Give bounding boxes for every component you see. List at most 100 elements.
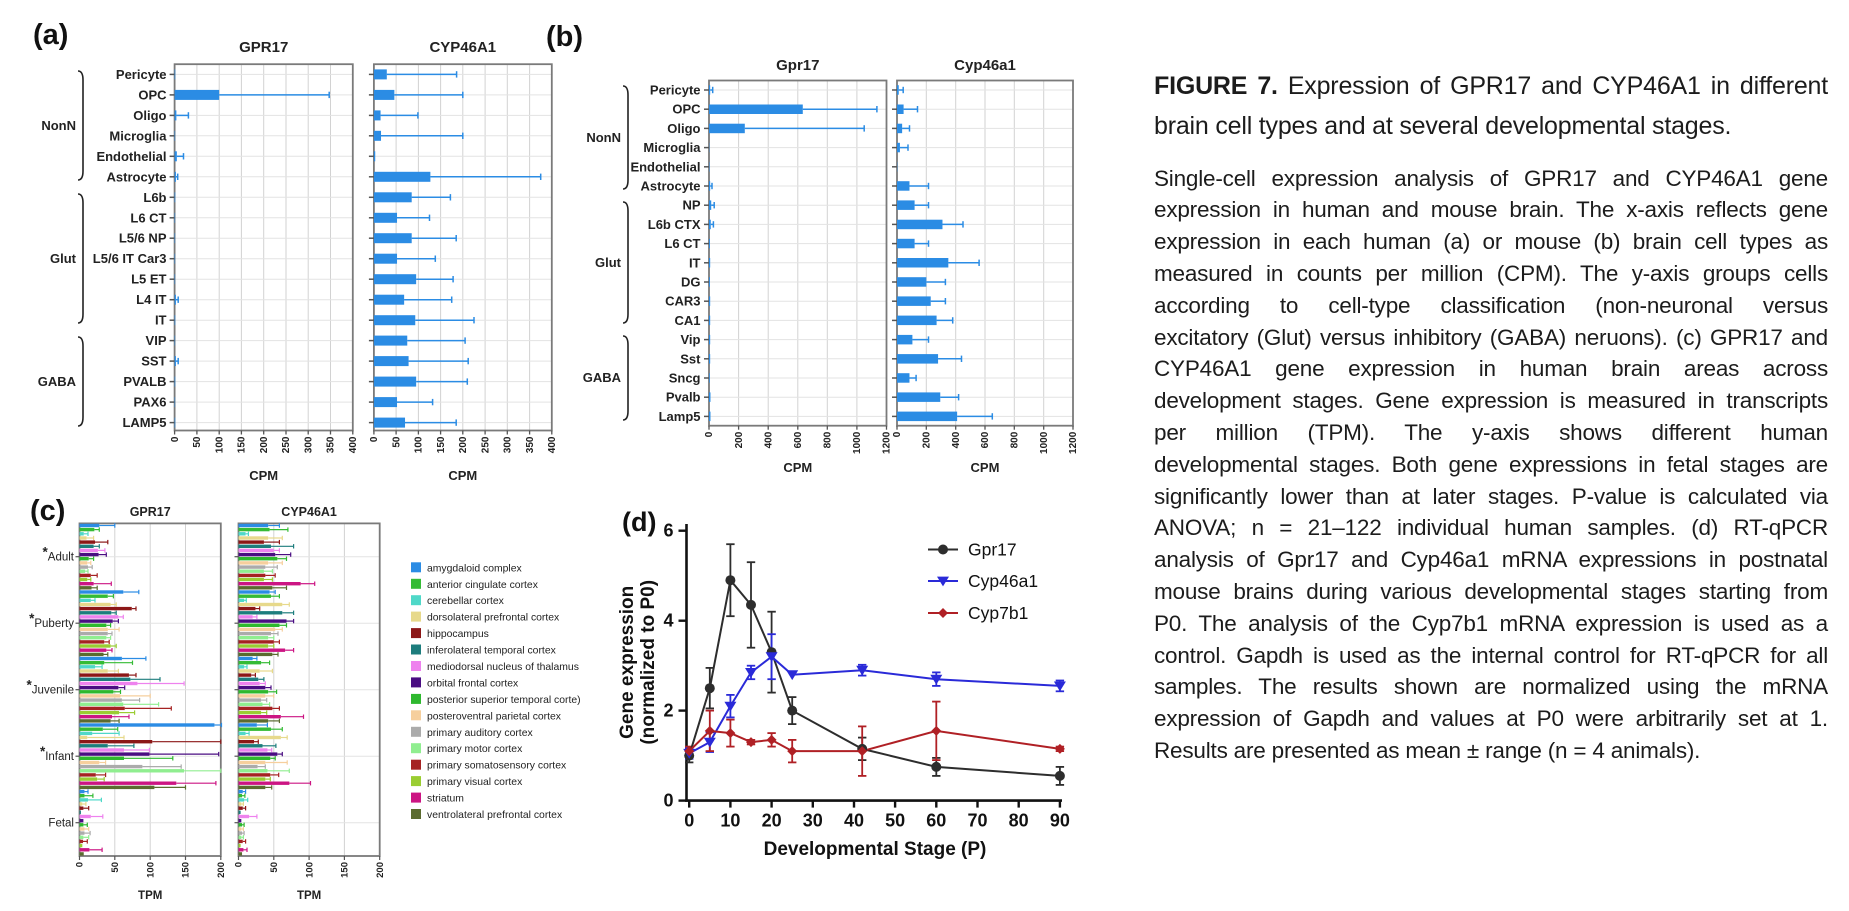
svg-text:100: 100 [414,436,425,453]
svg-text:80: 80 [1009,811,1029,831]
svg-text:CAR3: CAR3 [665,294,700,309]
svg-text:350: 350 [326,436,337,453]
svg-text:amygdaloid complex: amygdaloid complex [427,563,523,574]
svg-text:Gene expression: Gene expression [617,586,638,739]
svg-text:Developmental Stage (P): Developmental Stage (P) [764,839,987,860]
svg-text:L6 CT: L6 CT [130,210,166,225]
svg-text:0: 0 [704,431,715,437]
svg-text:Microglia: Microglia [643,140,701,155]
svg-text:L6b: L6b [143,190,166,205]
svg-text:DG: DG [681,275,701,290]
svg-text:Endothelial: Endothelial [630,159,700,174]
svg-text:L5 ET: L5 ET [131,272,166,287]
svg-text:posteroventral parietal cortex: posteroventral parietal cortex [427,711,562,722]
svg-text:300: 300 [503,436,514,453]
svg-text:0: 0 [369,436,380,442]
svg-text:Microglia: Microglia [109,128,167,143]
svg-text:CYP46A1: CYP46A1 [281,505,337,519]
svg-text:Sst: Sst [680,351,701,366]
svg-text:6: 6 [663,521,673,541]
svg-text:250: 250 [281,436,292,453]
svg-text:inferolateral temporal cortex: inferolateral temporal cortex [427,646,557,657]
svg-text:(normalized to P0): (normalized to P0) [638,580,659,745]
svg-text:0: 0 [684,811,694,831]
svg-text:cerebellar cortex: cerebellar cortex [427,596,505,607]
svg-text:90: 90 [1050,811,1070,831]
svg-text:100: 100 [304,862,315,878]
svg-text:1200: 1200 [1068,431,1079,454]
svg-text:50: 50 [885,811,905,831]
svg-text:GABA: GABA [583,370,622,385]
svg-text:600: 600 [980,431,991,448]
svg-text:1200: 1200 [882,431,893,454]
svg-text:Lamp5: Lamp5 [659,409,701,424]
svg-text:200: 200 [922,431,933,448]
svg-text:200: 200 [734,431,745,448]
svg-text:400: 400 [763,431,774,448]
svg-text:200: 200 [216,862,227,878]
svg-text:orbital frontal cortex: orbital frontal cortex [427,678,519,689]
svg-text:SST: SST [141,354,166,369]
svg-text:L5/6 IT Car3: L5/6 IT Car3 [93,251,167,266]
svg-text:NonN: NonN [41,118,76,133]
svg-text:Astrocyte: Astrocyte [641,179,701,194]
svg-text:striatum: striatum [427,794,464,805]
svg-text:TPM: TPM [138,890,162,902]
svg-text:350: 350 [525,436,536,453]
svg-text:L5/6 NP: L5/6 NP [119,231,167,246]
svg-text:Glut: Glut [595,255,622,270]
svg-text:800: 800 [823,431,834,448]
svg-text:60: 60 [926,811,946,831]
svg-text:Oligo: Oligo [667,121,700,136]
svg-text:Pericyte: Pericyte [116,67,167,82]
svg-text:250: 250 [480,436,491,453]
svg-text:primary visual cortex: primary visual cortex [427,777,523,788]
svg-text:VIP: VIP [146,333,167,348]
svg-text:150: 150 [237,436,248,453]
svg-text:50: 50 [269,862,280,873]
svg-text:LAMP5: LAMP5 [122,415,166,430]
svg-text:1000: 1000 [852,431,863,454]
svg-text:Pvalb: Pvalb [666,390,701,405]
svg-text:IT: IT [155,313,167,328]
svg-text:OPC: OPC [138,87,167,102]
svg-text:primary somatosensory cortex: primary somatosensory cortex [427,761,567,772]
svg-text:100: 100 [145,862,156,878]
svg-text:(d): (d) [622,507,656,537]
svg-text:*Adult: *Adult [43,545,75,564]
svg-text:Cyp46a1: Cyp46a1 [968,571,1038,591]
svg-text:*Infant: *Infant [40,744,75,763]
svg-text:CA1: CA1 [674,313,700,328]
svg-text:0: 0 [234,862,245,867]
svg-text:300: 300 [303,436,314,453]
svg-text:100: 100 [214,436,225,453]
svg-text:CPM: CPM [971,460,1000,475]
svg-text:IT: IT [689,255,701,270]
svg-text:200: 200 [375,862,386,878]
svg-text:Sncg: Sncg [669,371,701,386]
svg-text:(c): (c) [30,495,65,527]
svg-text:Gpr17: Gpr17 [776,57,819,74]
svg-text:dorsolateral prefrontal cortex: dorsolateral prefrontal cortex [427,613,560,624]
svg-text:(b): (b) [546,21,583,53]
svg-text:PAX6: PAX6 [134,395,167,410]
svg-text:400: 400 [547,436,558,453]
svg-text:CYP46A1: CYP46A1 [429,39,496,56]
svg-text:primary auditory cortex: primary auditory cortex [427,728,533,739]
svg-text:2: 2 [663,701,673,721]
svg-text:600: 600 [793,431,804,448]
svg-text:50: 50 [391,436,402,448]
svg-text:hippocampus: hippocampus [427,629,489,640]
svg-text:OPC: OPC [672,102,701,117]
svg-text:*Puberty: *Puberty [29,611,74,630]
svg-text:L6b CTX: L6b CTX [648,217,701,232]
svg-text:posterior superior temporal co: posterior superior temporal corte) [427,695,581,706]
svg-text:4: 4 [663,611,673,631]
svg-text:150: 150 [340,862,351,878]
svg-text:CPM: CPM [249,468,278,483]
svg-text:Cyp46a1: Cyp46a1 [954,57,1016,74]
svg-text:800: 800 [1010,431,1021,448]
svg-text:NonN: NonN [586,130,621,145]
svg-text:400: 400 [951,431,962,448]
svg-text:anterior cingulate cortex: anterior cingulate cortex [427,580,539,591]
